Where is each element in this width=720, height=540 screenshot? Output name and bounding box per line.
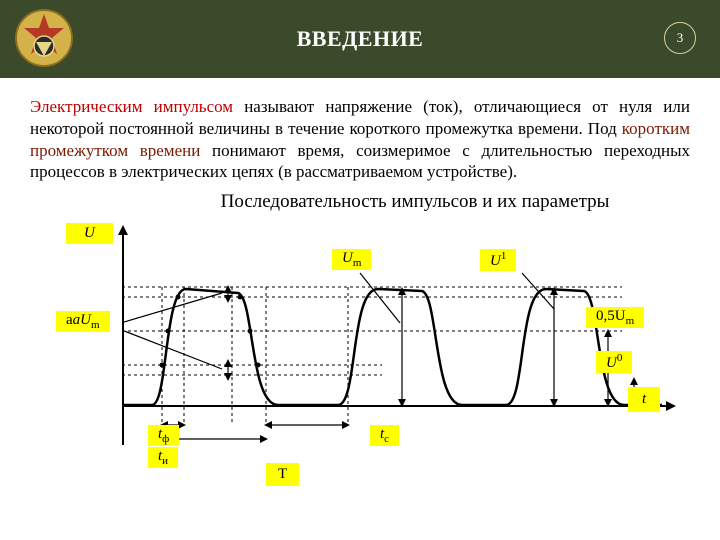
intro-paragraph: Электрическим импульсом называют напряже… [30, 96, 690, 183]
content-area: Электрическим импульсом называют напряже… [0, 78, 720, 489]
label-Um: Um [332, 249, 371, 270]
label-ti: tи [148, 447, 178, 468]
military-emblem [14, 8, 74, 68]
label-tf: tф [148, 425, 179, 446]
label-aUm: aaUm [56, 311, 110, 332]
pulse-waveform [122, 229, 670, 445]
label-U: U [66, 223, 113, 244]
page-number-badge: 3 [664, 22, 696, 54]
label-U1: U1 [480, 249, 516, 271]
slide-title: ВВЕДЕНИЕ [297, 26, 424, 52]
diagram-subtitle: Последовательность импульсов и их параме… [140, 191, 690, 213]
label-half-Um: 0,5Um [586, 307, 644, 328]
pulse-diagram: U aaUm Um U1 0,5Um U0 t tф tи tс T [30, 219, 690, 489]
label-tc: tс [370, 425, 399, 446]
label-t: t [628, 387, 660, 412]
slide-header: ВВЕДЕНИЕ 3 [0, 0, 720, 78]
label-T: T [266, 463, 299, 486]
term-electric-impulse: Электрическим импульсом [30, 97, 233, 116]
label-U0: U0 [596, 351, 632, 373]
